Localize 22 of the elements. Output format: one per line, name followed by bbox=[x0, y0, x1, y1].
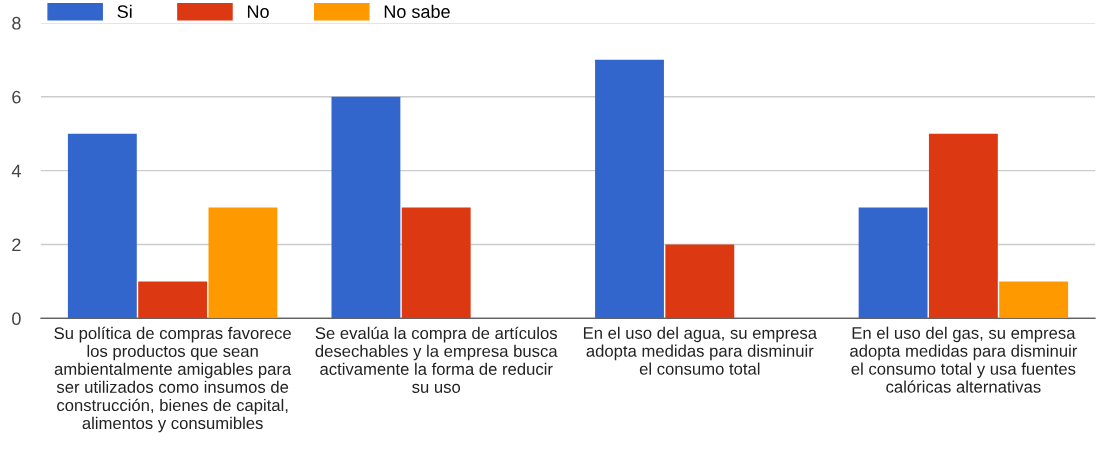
y-tick-label: 6 bbox=[12, 90, 21, 104]
y-tick-label: 4 bbox=[11, 164, 21, 178]
bar bbox=[665, 244, 735, 319]
x-tick-label: En el uso del gas, su empresa adopta medidas para disminuir el consumo total y usa fuentes calóricas alternativas bbox=[850, 326, 1078, 393]
bar bbox=[331, 96, 401, 319]
y-tick-label: 8 bbox=[12, 16, 21, 30]
bar bbox=[928, 133, 998, 319]
bar bbox=[208, 207, 278, 319]
y-tick-label: 0 bbox=[12, 312, 21, 326]
bar bbox=[138, 281, 208, 319]
legend-label: Si bbox=[117, 4, 132, 19]
legend-label: No bbox=[247, 5, 269, 19]
x-tick-label: Se evalúa la compra de artículos desechables y la empresa busca activamente la forma de reducir su uso bbox=[315, 326, 558, 393]
y-tick-label: 2 bbox=[12, 238, 21, 251]
legend-label: No sabe bbox=[384, 4, 450, 19]
x-tick-label: En el uso del agua, su empresa adopta medidas para disminuir el consumo total bbox=[583, 326, 818, 375]
bar bbox=[999, 281, 1069, 319]
bar bbox=[595, 59, 664, 319]
bar bbox=[67, 133, 137, 319]
x-tick-label: Su política de compras favorece los productos que sean ambientalmente amigables para ser utilizados como insumos de construcción, bienes de capital, alimentos y consumibles bbox=[54, 326, 292, 433]
bar bbox=[858, 207, 928, 319]
bar bbox=[401, 207, 471, 319]
